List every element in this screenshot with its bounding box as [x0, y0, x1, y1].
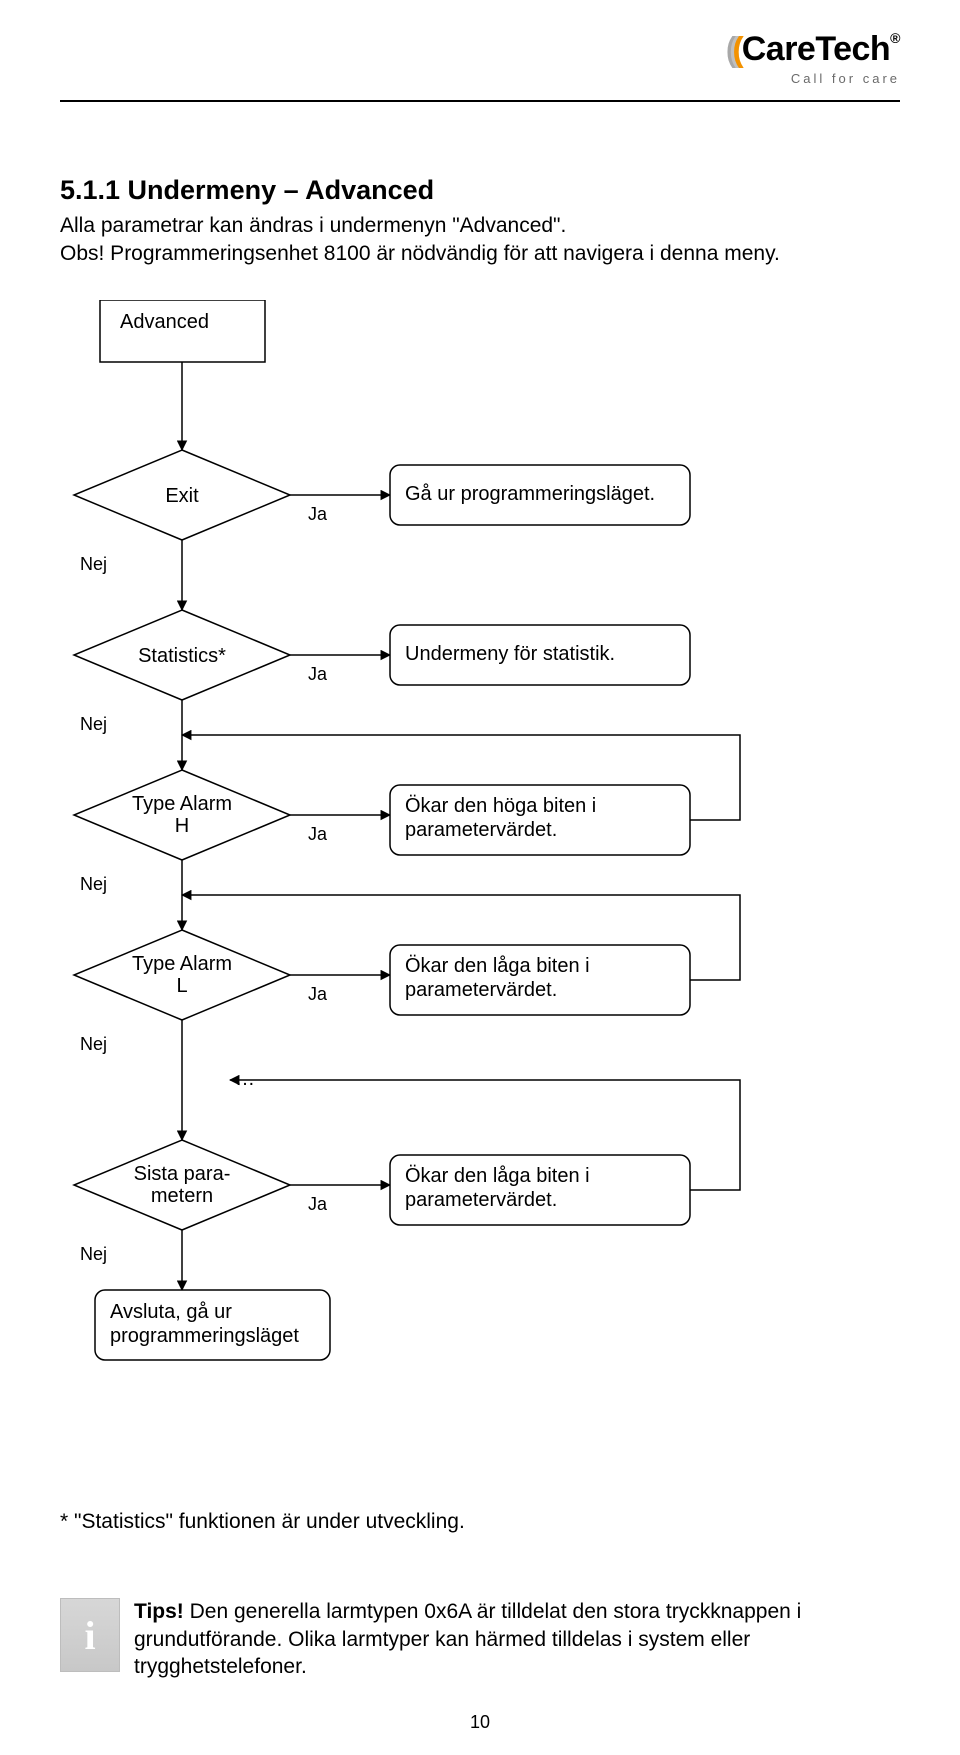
diamond-label: Exit — [165, 485, 199, 507]
section-body: Alla parametrar kan ändras i undermenyn … — [60, 212, 860, 269]
action-text-line2: parametervärdet. — [405, 1189, 557, 1211]
diamond-label-line2: metern — [151, 1185, 213, 1207]
end-box-line2: programmeringsläget — [110, 1325, 299, 1347]
diamond-label-line2: H — [175, 815, 189, 837]
yes-label: Ja — [308, 664, 328, 684]
page-number: 10 — [0, 1712, 960, 1733]
decision-type-alarm-l: Type Alarm L Ja Ökar den låga biten i pa… — [74, 895, 740, 1140]
action-text-line1: Ökar den höga biten i — [405, 795, 596, 817]
no-label: Nej — [80, 1034, 107, 1054]
decision-type-alarm-h: Type Alarm H Ja Ökar den höga biten i pa… — [74, 735, 740, 930]
logo-name: CareTech — [742, 30, 890, 68]
action-text: Gå ur programmeringsläget. — [405, 483, 655, 505]
action-text-line2: parametervärdet. — [405, 979, 557, 1001]
tips-text: Tips! Den generella larmtypen 0x6A är ti… — [134, 1598, 900, 1681]
info-icon: i — [60, 1598, 120, 1672]
diamond-label: Statistics* — [138, 645, 226, 667]
paren-icon: ((( — [726, 33, 736, 67]
no-label: Nej — [80, 714, 107, 734]
yes-label: Ja — [308, 984, 328, 1004]
start-box-label: Advanced — [120, 311, 209, 333]
yes-label: Ja — [308, 504, 328, 524]
header-rule — [60, 100, 900, 102]
footnote: * "Statistics" funktionen är under utvec… — [60, 1510, 465, 1534]
body-line-1: Alla parametrar kan ändras i undermenyn … — [60, 214, 566, 237]
decision-statistics: Statistics* Ja Undermeny för statistik. … — [74, 610, 690, 770]
body-line-2: Obs! Programmeringsenhet 8100 är nödvänd… — [60, 242, 780, 265]
ellipsis-label: … — [235, 1068, 255, 1090]
action-text: Undermeny för statistik. — [405, 643, 615, 665]
diamond-label-line2: L — [176, 975, 187, 997]
action-text-line1: Ökar den låga biten i — [405, 955, 590, 977]
trademark-symbol: ® — [890, 30, 900, 46]
action-text-line2: parametervärdet. — [405, 819, 557, 841]
no-label: Nej — [80, 1244, 107, 1264]
section-heading: 5.1.1 Undermeny – Advanced — [60, 175, 434, 206]
flowchart: Advanced Exit Ja Gå ur programmeringsläg… — [60, 300, 900, 1500]
tips-box: i Tips! Den generella larmtypen 0x6A är … — [60, 1598, 900, 1681]
page: ((( CareTech® Call for care 5.1.1 Underm… — [0, 0, 960, 1755]
no-label: Nej — [80, 554, 107, 574]
diamond-label-line1: Type Alarm — [132, 793, 232, 815]
yes-label: Ja — [308, 824, 328, 844]
decision-sista-parametern: Sista para- metern Ja Ökar den låga bite… — [74, 1080, 740, 1290]
logo-block: ((( CareTech® Call for care — [726, 30, 900, 86]
yes-label: Ja — [308, 1194, 328, 1214]
decision-exit: Exit Ja Gå ur programmeringsläget. Nej — [74, 450, 690, 610]
no-label: Nej — [80, 874, 107, 894]
logo-row: ((( CareTech® — [726, 30, 900, 69]
logo-tagline: Call for care — [791, 71, 900, 86]
tips-strong: Tips! — [134, 1600, 184, 1623]
tips-body: Den generella larmtypen 0x6A är tilldela… — [134, 1600, 801, 1678]
logo-text: CareTech® — [742, 30, 900, 69]
diamond-label-line1: Type Alarm — [132, 953, 232, 975]
action-text-line1: Ökar den låga biten i — [405, 1165, 590, 1187]
diamond-label-line1: Sista para- — [134, 1163, 231, 1185]
end-box-line1: Avsluta, gå ur — [110, 1301, 232, 1323]
